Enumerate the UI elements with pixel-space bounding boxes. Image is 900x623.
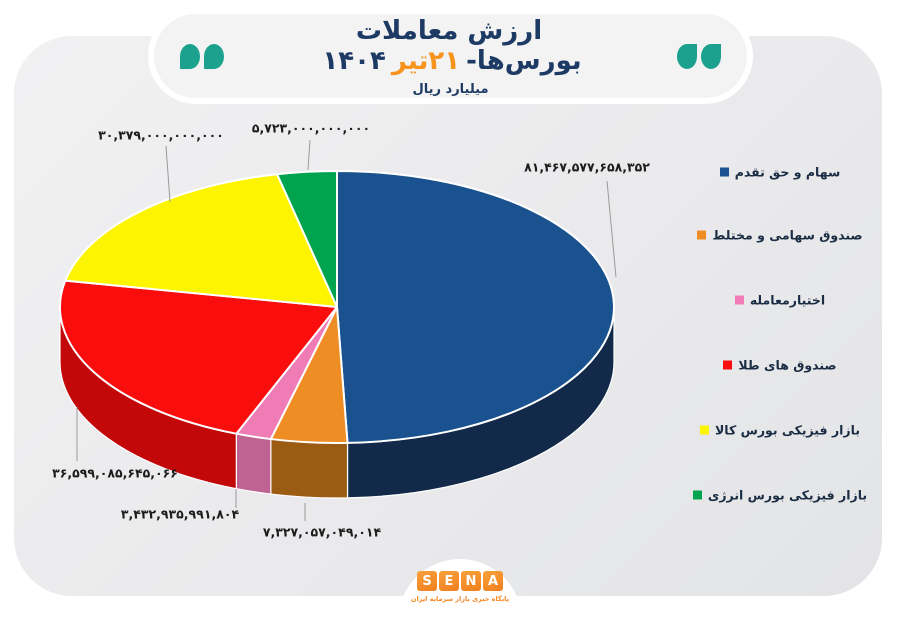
pie-slice — [64, 173, 338, 308]
pie-slice — [336, 170, 615, 444]
pie-slice — [59, 279, 338, 435]
sena-letter-tile: A — [483, 571, 503, 591]
quote-teardrop — [204, 43, 224, 69]
pie-slice-side — [235, 432, 272, 495]
legend-item: سهام و حق تقدم — [690, 165, 870, 180]
legend-label: بازار فیزیکی بورس کالا — [714, 422, 861, 438]
slice-value-label: ۸۱,۴۶۷,۵۷۷,۶۵۸,۳۵۲ — [524, 159, 650, 175]
page-title: ارزش معاملات بورس‌ها-۲۱تیر۱۴۰۴ — [224, 16, 677, 76]
label-leader-line — [606, 180, 617, 278]
pie-slice-side — [270, 438, 349, 499]
legend-marker-icon — [719, 167, 729, 177]
sena-letter-tile: E — [439, 571, 459, 591]
opening-quote-icon — [677, 43, 721, 69]
legend-item: صندوق های طلا — [690, 358, 870, 373]
legend-item: بازار فیزیکی بورس انرژی — [690, 488, 870, 503]
legend-item: صندوق سهامی و مختلط — [690, 228, 870, 243]
legend-label: صندوق های طلا — [738, 357, 837, 373]
legend-label: صندوق سهامی و مختلط — [712, 227, 863, 243]
legend-item: اختیارمعامله — [690, 293, 870, 308]
title-year: ۱۴۰۴ — [322, 45, 386, 76]
sena-letter-tile: S — [417, 571, 437, 591]
title-banner: ارزش معاملات بورس‌ها-۲۱تیر۱۴۰۴ میلیارد ر… — [148, 8, 753, 104]
label-leader-line — [307, 139, 311, 171]
title-date: ۲۱تیر — [391, 45, 461, 76]
legend-label: اختیارمعامله — [749, 292, 826, 308]
legend-marker-icon — [699, 425, 709, 435]
chart-unit-label: میلیارد ریال — [412, 81, 489, 97]
title-main: ارزش معاملات بورس‌ها- — [355, 15, 582, 76]
sena-tagline: پایگاه خبری بازار سرمایه ایران — [410, 595, 510, 603]
slice-value-label: ۷,۳۲۷,۰۵۷,۰۴۹,۰۱۴ — [262, 524, 382, 540]
legend-marker-icon — [723, 360, 733, 370]
legend-label: سهام و حق تقدم — [734, 164, 841, 180]
slice-value-label: ۳۰,۳۷۹,۰۰۰,۰۰۰,۰۰۰ — [98, 127, 224, 143]
closing-quote-icon — [180, 43, 224, 69]
quote-teardrop — [180, 43, 200, 69]
legend-label: بازار فیزیکی بورس انرژی — [707, 487, 868, 503]
legend-marker-icon — [692, 490, 702, 500]
quote-teardrop — [677, 43, 697, 69]
sena-letter-tile: N — [461, 571, 481, 591]
legend-marker-icon — [697, 230, 707, 240]
slice-value-label: ۳۶,۵۹۹,۰۸۵,۶۴۵,۰۶۶ — [52, 465, 178, 481]
legend-item: بازار فیزیکی بورس کالا — [690, 423, 870, 438]
quote-teardrop — [701, 43, 721, 69]
title-block: ارزش معاملات بورس‌ها-۲۱تیر۱۴۰۴ میلیارد ر… — [224, 16, 677, 97]
slice-value-label: ۵,۷۲۳,۰۰۰,۰۰۰,۰۰۰ — [251, 120, 371, 136]
slice-value-label: ۳,۴۳۲,۹۳۵,۹۹۱,۸۰۴ — [120, 506, 240, 522]
pie-slice — [276, 170, 338, 308]
legend-marker-icon — [734, 295, 744, 305]
label-leader-line — [165, 145, 171, 203]
